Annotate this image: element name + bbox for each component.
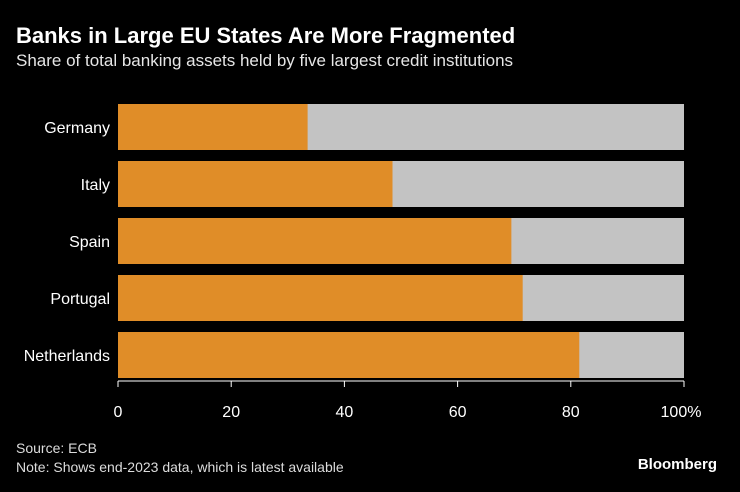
category-label-italy: Italy	[81, 177, 110, 194]
x-tick-label-2: 40	[336, 404, 354, 421]
bar-chart: Germany Italy Spain Portugal Netherlands 0 20 4…	[24, 104, 702, 421]
bar-portugal	[118, 275, 523, 321]
category-label-spain: Spain	[69, 234, 110, 251]
data-note: Note: Shows end-2023 data, which is late…	[16, 459, 344, 475]
bar-spain	[118, 218, 512, 264]
x-tick-label-0: 0	[114, 404, 123, 421]
bar-germany	[118, 104, 308, 150]
chart-subtitle: Share of total banking assets held by fi…	[16, 51, 514, 70]
category-label-netherlands: Netherlands	[24, 348, 110, 365]
x-tick-label-3: 60	[449, 404, 467, 421]
chart-title: Banks in Large EU States Are More Fragme…	[16, 23, 516, 48]
x-tick-label-4: 80	[562, 404, 580, 421]
category-label-germany: Germany	[44, 120, 110, 137]
x-tick-label-5: 100%	[661, 404, 702, 421]
x-tick-label-1: 20	[222, 404, 240, 421]
bar-netherlands	[118, 332, 580, 378]
bloomberg-logo: Bloomberg	[637, 456, 717, 473]
source-note: Source: ECB	[16, 440, 97, 456]
bar-italy	[118, 161, 393, 207]
category-label-portugal: Portugal	[50, 291, 110, 308]
